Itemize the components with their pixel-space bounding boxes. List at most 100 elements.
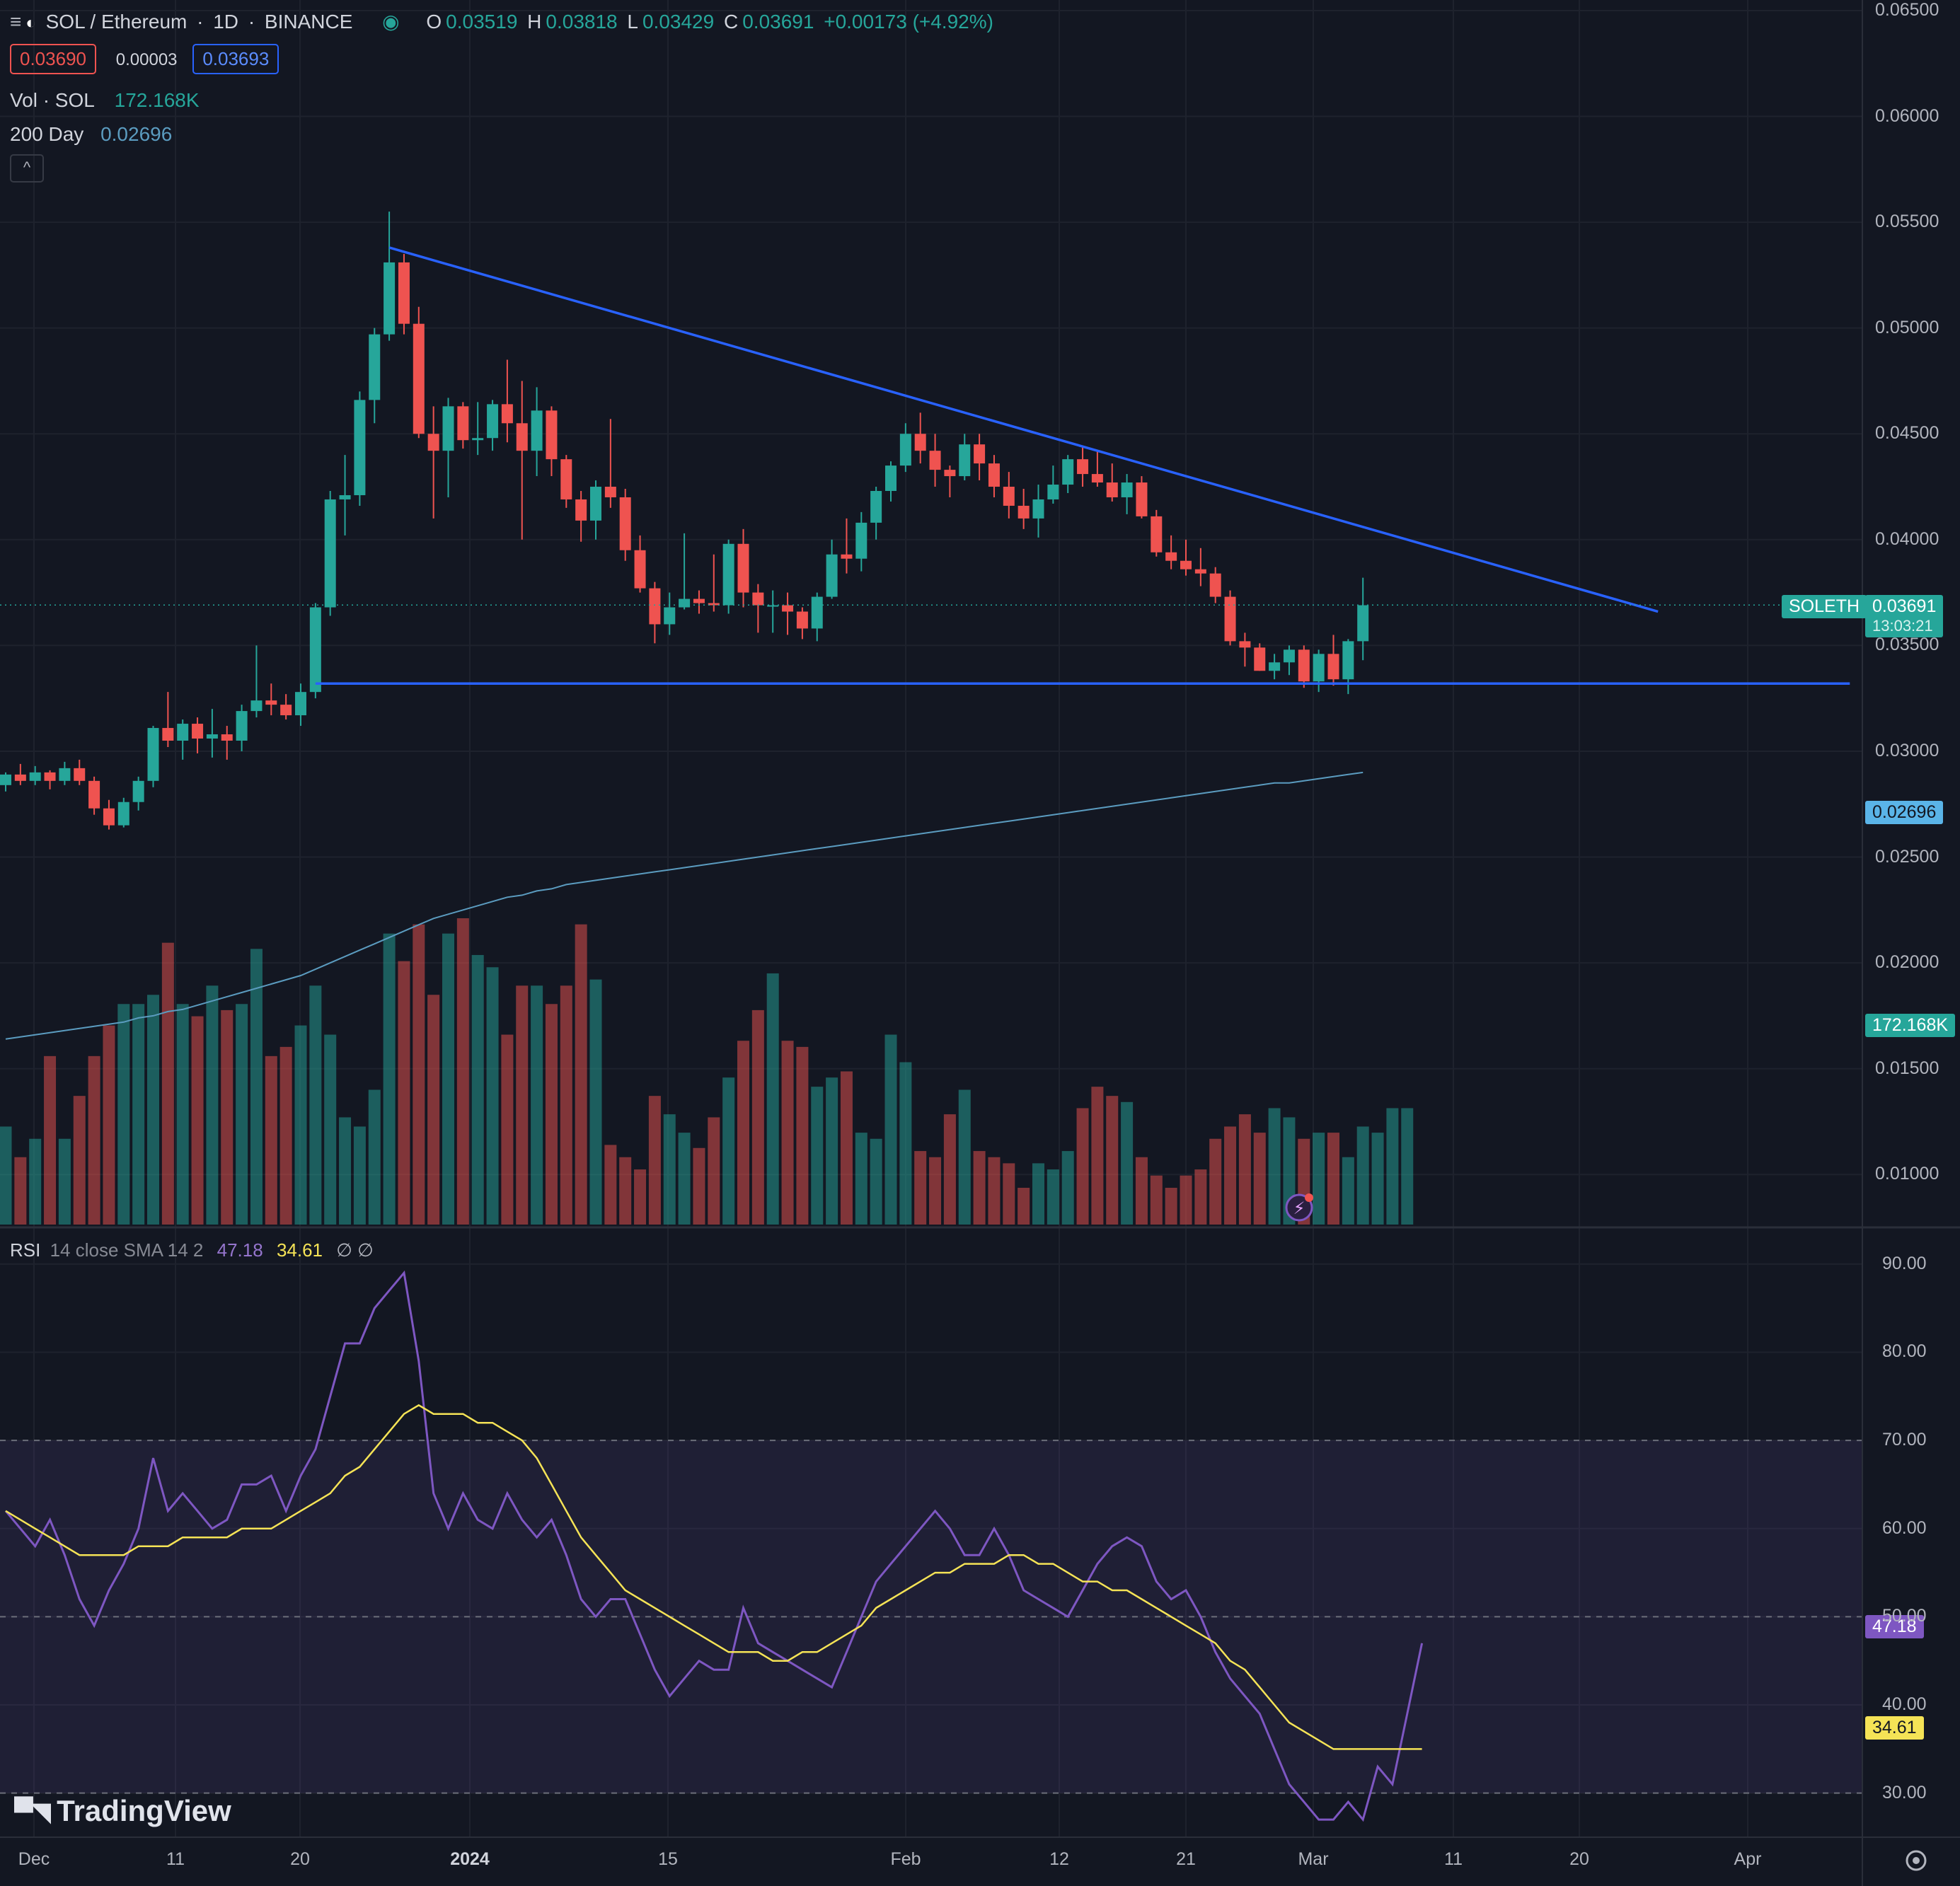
countdown-value: 13:03:21 [1872, 617, 1933, 635]
volume-bar [1224, 1126, 1237, 1225]
candle-body [546, 410, 558, 460]
candle-body [516, 423, 528, 451]
ask-button[interactable]: 0.03693 [192, 44, 279, 74]
candle-body [472, 438, 484, 441]
volume-legend[interactable]: Vol · SOL 172.168K [10, 89, 204, 112]
lightning-icon-glyph: ⚡ [1293, 1198, 1305, 1218]
candle-body [841, 554, 853, 559]
ma-200-line [5, 771, 1364, 1040]
candle-body [309, 607, 321, 693]
candle-body [1091, 474, 1103, 483]
bid-button[interactable]: 0.03690 [10, 44, 96, 74]
volume-bar [1371, 1133, 1384, 1225]
ma-legend[interactable]: 200 Day 0.02696 [10, 123, 176, 146]
bid-ask-row: 0.03690 0.00003 0.03693 [10, 44, 283, 74]
candle-body [974, 444, 986, 464]
volume-bar [929, 1157, 942, 1225]
ma-value: 0.02696 [100, 123, 173, 145]
symbol-name[interactable]: SOL / Ethereum [45, 11, 188, 33]
rsi-label: RSI [10, 1239, 41, 1261]
candle-body [708, 603, 720, 606]
rsi-legend[interactable]: RSI 14 close SMA 14 2 47.18 34.61 ∅ ∅ [10, 1239, 378, 1261]
volume-bar [221, 1009, 234, 1225]
rsi-tick-label: 90.00 [1882, 1253, 1927, 1273]
price-tick-label: 0.05500 [1875, 212, 1939, 232]
volume-bar [516, 985, 529, 1225]
volume-bar [265, 1055, 277, 1225]
candle-body [501, 404, 513, 424]
candle-body [147, 728, 159, 781]
time-tick-label: Mar [1298, 1849, 1329, 1869]
candle-body [1239, 641, 1251, 648]
interval[interactable]: 1D [213, 11, 239, 33]
candle-body [870, 491, 882, 523]
time-tick-label: 20 [290, 1849, 310, 1869]
rsi-params: 14 close SMA 14 2 [50, 1239, 204, 1261]
volume-bar [678, 1133, 691, 1225]
volume-bar [132, 1004, 145, 1225]
volume-bar [1165, 1188, 1177, 1225]
ma-label: 200 Day [10, 123, 84, 145]
price-tick-label: 0.04500 [1875, 423, 1939, 444]
candle-body [929, 451, 941, 470]
candle-body [619, 497, 631, 550]
volume-bar [427, 995, 440, 1225]
volume-bar [766, 973, 779, 1225]
candle-body [1327, 654, 1339, 680]
volume-bar [1180, 1175, 1192, 1225]
candle-body [339, 494, 351, 499]
rsi-value: 47.18 [217, 1239, 263, 1261]
volume-bar [840, 1071, 853, 1225]
rsi-band-lines [0, 1440, 1862, 1794]
candle-body [487, 404, 499, 439]
volume-bar [855, 1133, 867, 1225]
gear-icon[interactable] [1906, 1850, 1927, 1871]
candle-body [855, 522, 867, 559]
candle-body [914, 434, 926, 451]
candle-body [1047, 485, 1059, 499]
volume-bar [398, 961, 410, 1225]
menu-icon[interactable]: ≡ [10, 11, 22, 33]
symbol-legend[interactable]: ≡ ◐ SOL / Ethereum · 1D · BINANCE ◉ O 0.03… [10, 11, 993, 33]
volume-bar [1047, 1169, 1059, 1225]
candle-body [1180, 560, 1192, 569]
volume-bar [1194, 1169, 1207, 1225]
change-value: +0.00173 (+4.92%) [824, 11, 993, 33]
collapse-legend-button[interactable]: ^ [10, 154, 48, 183]
candle-body [752, 592, 764, 606]
lightning-icon[interactable] [1285, 1193, 1313, 1222]
volume-bars [0, 918, 1414, 1225]
volume-bar [486, 967, 499, 1225]
trendline[interactable] [388, 246, 1659, 613]
candle-body [1194, 569, 1206, 574]
tradingview-logo[interactable]: ▀◥ TradingView [14, 1794, 231, 1828]
candle-body [1357, 605, 1369, 642]
candle-body [250, 700, 263, 712]
candle-body [1032, 499, 1044, 519]
ma-price-tag: 0.02696 [1865, 801, 1944, 824]
tv-logo-text: TradingView [57, 1794, 231, 1827]
candle-body [295, 692, 306, 716]
volume-bar [88, 1055, 100, 1225]
price-tick-label: 0.06000 [1875, 105, 1939, 126]
candle-body [811, 596, 823, 629]
rsi-price-tag: 47.18 [1865, 1615, 1924, 1638]
trendlines[interactable] [315, 246, 1850, 685]
candle-body [117, 802, 129, 826]
time-tick-label: 12 [1049, 1849, 1069, 1869]
candle-body [29, 772, 41, 781]
candle-body [664, 607, 676, 625]
candle-body [354, 400, 366, 495]
open-value: 0.03519 [446, 11, 518, 33]
volume-bar [236, 1004, 248, 1225]
volume-bar [870, 1138, 882, 1225]
candle-body [885, 465, 897, 491]
candle-body [457, 406, 469, 441]
chevron-up-icon[interactable]: ^ [10, 154, 44, 183]
candle-body [1062, 459, 1074, 485]
volume-bar [988, 1157, 1001, 1225]
candle-body [0, 774, 11, 785]
candle-body [1269, 662, 1281, 671]
tv-logo-icon: ▀◥ [14, 1798, 51, 1827]
